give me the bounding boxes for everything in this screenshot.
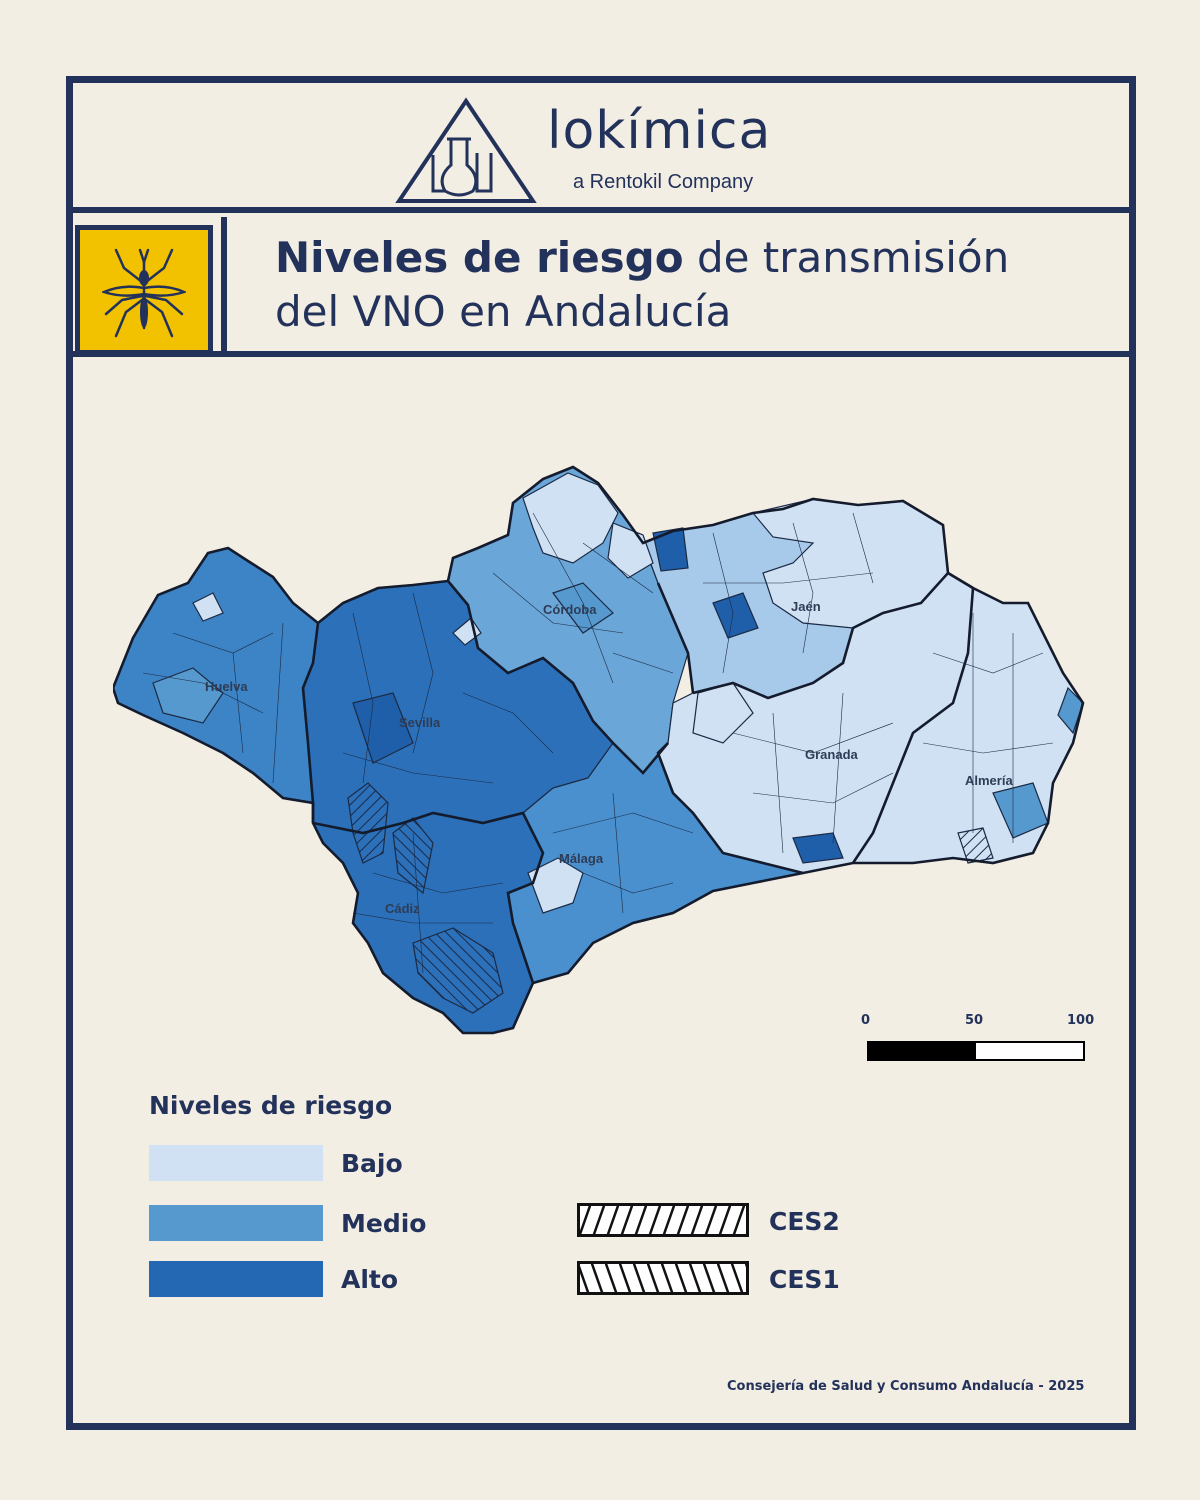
low-risk-patch [192,592,224,622]
mosquito-badge [75,225,213,355]
flask-triangle-logo-icon [395,97,537,203]
label-malaga: Málaga [559,851,604,866]
legend-label-ces1: CES1 [769,1265,840,1294]
scale-bar [867,1041,1085,1061]
scale-tick-100: 100 [1067,1013,1095,1028]
low-risk-patch [607,522,654,579]
legend-label-bajo: Bajo [341,1149,403,1178]
ces2-zone [347,782,389,864]
low-risk-patch [522,472,619,564]
label-sevilla: Sevilla [399,715,441,730]
scale-tick-0: 0 [861,1013,871,1028]
scale-bar-white [976,1043,1083,1059]
brand-name: lokímica [547,101,772,161]
ces1-zone [412,927,504,1014]
legend-title: Niveles de riesgo [149,1091,393,1120]
high-risk-patch [712,592,759,639]
legend-hatch-ces1 [577,1261,749,1295]
label-almeria: Almería [965,773,1013,788]
title-band: Niveles de riesgo de transmisión del VNO… [73,217,1129,357]
province-huelva [113,547,319,804]
title-line2: del VNO en Andalucía [275,287,732,336]
medium-risk-patch [552,582,614,634]
mosquito-icon [102,248,186,338]
legend-label-alto: Alto [341,1265,399,1294]
low-risk-patch [527,857,584,914]
page-title: Niveles de riesgo de transmisión del VNO… [275,231,1135,339]
scale-bar-black [869,1043,976,1059]
legend-hatch-ces2 [577,1203,749,1237]
legend-label-ces2: CES2 [769,1207,840,1236]
title-divider [221,217,227,357]
title-bold: Niveles de riesgo [275,233,684,282]
medium-risk-patch [1057,686,1084,735]
label-cordoba: Córdoba [543,602,597,617]
label-cadiz: Cádiz [385,901,420,916]
source-credit: Consejería de Salud y Consumo Andalucía … [727,1379,1085,1394]
low-risk-patch [452,617,482,646]
medium-risk-patch [152,667,224,724]
header-band: lokímica a Rentokil Company [73,83,1129,213]
scale-tick-50: 50 [965,1013,984,1028]
legend-swatch-bajo [149,1145,323,1181]
ces2-zone [957,827,994,864]
high-risk-patch [792,832,844,864]
legend-swatch-medio [149,1205,323,1241]
legend-label-medio: Medio [341,1209,427,1238]
legend-swatch-alto [149,1261,323,1297]
label-jaen: Jaén [791,599,821,614]
andalucia-risk-map [113,465,1085,1035]
label-granada: Granada [805,747,858,762]
high-risk-patch [352,692,414,764]
label-huelva: Huelva [205,679,248,694]
brand-tagline: a Rentokil Company [573,171,754,193]
high-risk-patch [652,527,689,572]
poster-frame: lokímica a Rentokil Company [66,76,1136,1430]
title-rest: de transmisión [683,233,1010,282]
